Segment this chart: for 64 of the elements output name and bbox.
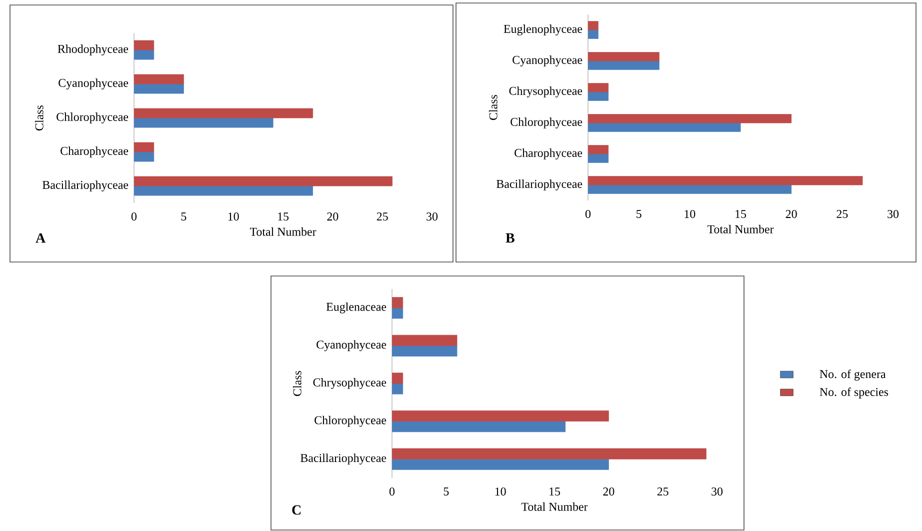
y-axis-title: Class [34,105,44,130]
bar [588,60,660,70]
bar [392,297,404,308]
y-tick-label: Chlorophyceae [314,416,386,427]
x-axis-title: Total Number [707,224,774,234]
y-tick-label: Bacillariophyceae [300,454,386,465]
x-axis-title: Total Number [521,502,588,511]
bar [392,410,609,422]
y-tick-label: Charophyceae [514,148,582,160]
x-tick-label: 20 [603,488,614,496]
bar [588,154,609,163]
bar [588,30,598,39]
y-axis-title: Class [292,370,302,396]
bar [392,448,706,460]
bar [588,92,609,101]
x-tick-label: 30 [426,212,438,221]
y-tick-label: Cyanophyceae [58,78,128,90]
y-tick-label: Rhodophyceae [58,44,128,56]
x-tick-label: 0 [585,210,591,218]
legend-label: No. of genera [820,370,886,381]
text: C [292,505,301,515]
x-tick-label: 10 [495,488,506,496]
bar [392,383,404,394]
x-tick-label: 15 [736,210,746,218]
x-tick-label: 5 [636,210,642,218]
y-tick-label: Bacillariophyceae [42,180,128,192]
bar [588,122,741,132]
x-tick-label: 30 [888,210,899,218]
x-tick-label: 10 [228,212,239,221]
text: B [506,233,514,243]
bar [392,372,404,384]
x-tick-label: 10 [684,210,696,218]
y-tick-label: Chlorophyceae [56,112,128,124]
bar [392,308,404,319]
y-tick-label: Bacillariophyceae [496,180,582,190]
text: A [36,233,46,243]
bar [392,334,458,346]
x-tick-label: 0 [389,488,395,496]
x-tick-label: 5 [444,488,449,496]
bar [392,345,458,356]
x-tick-label: 20 [786,210,797,218]
bar [392,421,566,432]
y-tick-label: Charophyceae [60,146,128,158]
x-tick-label: 25 [376,212,388,221]
x-tick-label: 15 [278,212,289,221]
y-tick-label: Cyanophyceae [316,340,386,352]
y-tick-label: Chrysophyceae [313,378,386,389]
legend-label: No. of species [820,387,888,398]
y-tick-label: Euglenophyceae [504,24,582,36]
x-tick-label: 20 [327,212,338,221]
y-tick-label: Chrysophyceae [509,86,582,98]
y-tick-label: Cyanophyceae [512,56,582,66]
x-tick-label: 5 [181,212,186,220]
bar [588,184,792,194]
x-tick-label: 15 [550,488,560,496]
x-tick-label: 25 [657,488,668,496]
bar [392,458,609,470]
x-tick-label: 0 [131,212,137,221]
y-tick-label: Chlorophyceae [510,118,582,128]
y-tick-label: Euglenaceae [326,302,386,314]
x-axis-title: Total Number [250,227,316,236]
x-tick-label: 30 [712,488,723,496]
x-tick-label: 25 [836,210,848,218]
y-axis-title: Class [488,94,498,120]
